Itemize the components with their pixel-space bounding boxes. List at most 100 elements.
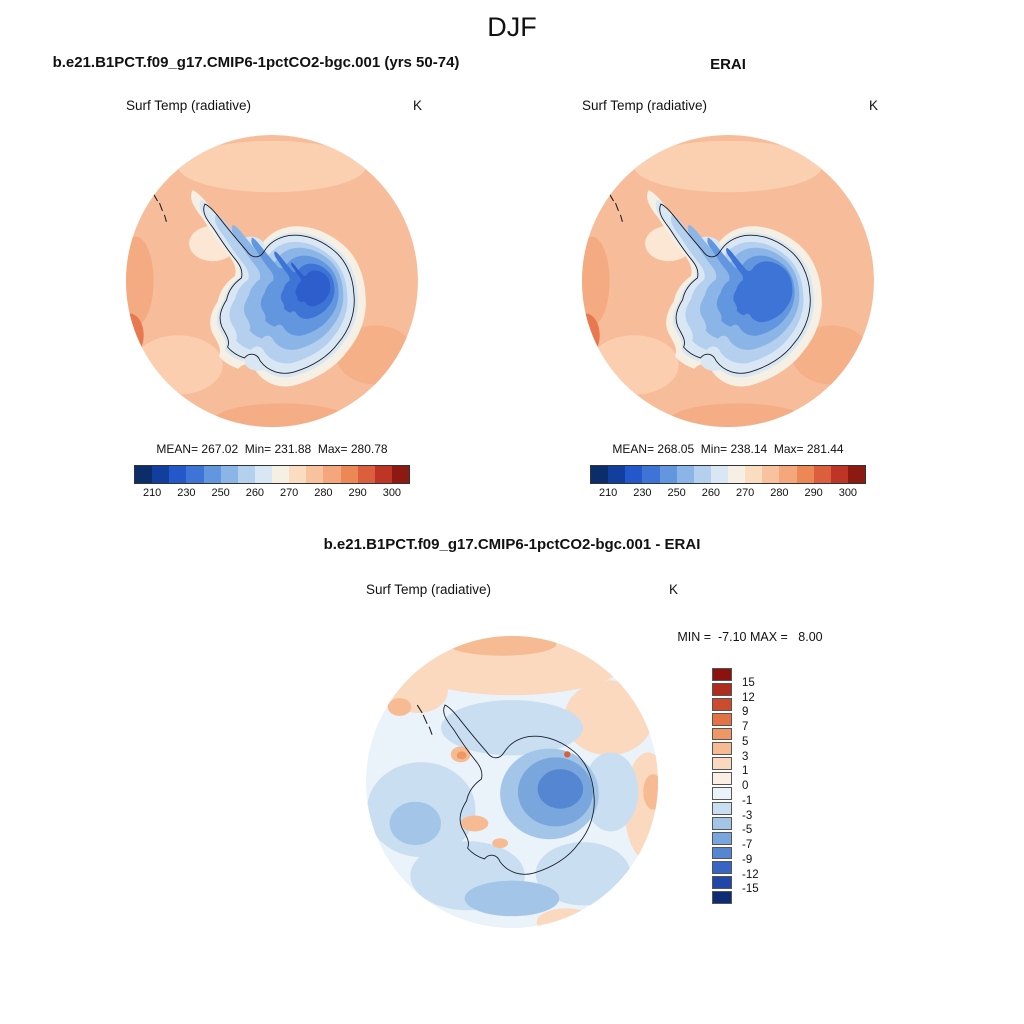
colorbar-tick-label: -7 <box>742 839 753 851</box>
colorbar-cell <box>323 466 341 483</box>
colorbar-tick-label: -3 <box>742 809 753 822</box>
model-temperature-colorbar-labels: 210 230 250 260 270 280 290 300 <box>135 487 409 501</box>
colorbar-cell <box>712 697 732 711</box>
colorbar-cell <box>712 712 732 726</box>
colorbar-tick-label: 5 <box>742 735 749 748</box>
colorbar-tick-label: -15 <box>742 883 759 896</box>
model-temperature-colorbar <box>134 465 410 484</box>
colorbar-cell <box>289 466 307 483</box>
colorbar-cell <box>608 466 626 483</box>
figure-season-title: DJF <box>487 12 537 42</box>
difference-field-row: Surf Temp (radiative) K <box>356 582 684 597</box>
colorbar-cell <box>830 466 848 483</box>
colorbar-cell <box>712 846 732 860</box>
colorbar-tick-label: 12 <box>742 691 755 704</box>
difference-colorbar-wrap: 15 12 9 7 5 3 1 0 -1 -3 -5 -7 -9 -12 -15 <box>712 668 792 904</box>
model-panel-title: b.e21.B1PCT.f09_g17.CMIP6-1pctCO2-bgc.00… <box>52 54 460 71</box>
erai-field-row: Surf Temp (radiative) K <box>572 98 884 113</box>
colorbar-cell <box>659 466 677 483</box>
model-field-row: Surf Temp (radiative) K <box>116 98 428 113</box>
colorbar-cell <box>186 466 204 483</box>
colorbar-tick-label: 230 <box>177 487 196 499</box>
erai-temperature-colorbar-labels: 210 230 250 260 270 280 290 300 <box>591 487 865 501</box>
erai-temperature-colorbar <box>590 465 866 484</box>
colorbar-cell <box>374 466 392 483</box>
difference-units-label: K <box>668 582 678 597</box>
colorbar-cell <box>642 466 660 483</box>
colorbar-cell <box>796 466 814 483</box>
colorbar-cell <box>712 891 732 904</box>
colorbar-cell <box>237 466 255 483</box>
antarctica-coastline <box>659 203 811 374</box>
colorbar-cell <box>254 466 272 483</box>
colorbar-tick-label: -9 <box>742 853 753 866</box>
colorbar-cell <box>712 876 732 890</box>
colorbar-cell <box>712 816 732 830</box>
antarctica-coastline <box>443 704 595 875</box>
difference-minmax: MIN = -7.10 MAX = 8.00 <box>677 630 823 644</box>
difference-panel-title: b.e21.B1PCT.f09_g17.CMIP6-1pctCO2-bgc.00… <box>323 536 701 553</box>
colorbar-cell <box>712 772 732 785</box>
colorbar-tick-label: -12 <box>742 868 759 881</box>
colorbar-cell <box>712 727 732 741</box>
colorbar-cell <box>220 466 238 483</box>
colorbar-tick-label: 290 <box>348 487 367 499</box>
colorbar-cell <box>591 466 609 483</box>
south-america-coast-mark <box>609 193 623 222</box>
model-map-graphics <box>125 134 419 428</box>
colorbar-cell <box>135 466 153 483</box>
colorbar-tick-label: 280 <box>770 487 789 499</box>
colorbar-tick-label: 230 <box>633 487 652 499</box>
colorbar-cell <box>391 466 409 483</box>
model-units-label: K <box>412 98 422 113</box>
erai-stats: MEAN= 268.05 Min= 238.14 Max= 281.44 <box>612 442 844 456</box>
erai-field-label: Surf Temp (radiative) <box>582 98 708 113</box>
colorbar-cell <box>712 787 732 800</box>
south-america-coast-mark <box>153 193 167 222</box>
colorbar-cell <box>712 682 732 696</box>
colorbar-cell <box>710 466 728 483</box>
colorbar-tick-label: -1 <box>742 794 753 807</box>
colorbar-tick-label: 7 <box>742 721 749 733</box>
colorbar-tick-label: 300 <box>382 487 402 499</box>
colorbar-cell <box>728 466 746 483</box>
erai-map <box>581 134 875 428</box>
difference-map <box>365 635 659 929</box>
colorbar-cell <box>340 466 358 483</box>
colorbar-tick-label: 9 <box>742 706 749 719</box>
south-america-coast-mark <box>416 704 433 735</box>
antarctica-coastline <box>203 203 355 374</box>
colorbar-cell <box>712 757 732 771</box>
colorbar-cell <box>712 742 732 756</box>
colorbar-cell <box>272 466 290 483</box>
colorbar-cell <box>169 466 187 483</box>
erai-panel-title: ERAI <box>710 56 746 73</box>
colorbar-cell <box>676 466 694 483</box>
colorbar-tick-label: 270 <box>735 487 755 499</box>
difference-colorbar <box>712 668 732 904</box>
colorbar-tick-label: 270 <box>279 487 299 499</box>
colorbar-tick-label: 1 <box>742 765 749 778</box>
colorbar-tick-label: 260 <box>701 487 721 499</box>
erai-units-label: K <box>868 98 878 113</box>
colorbar-cell <box>693 466 711 483</box>
model-panel: Surf Temp (radiative) K <box>116 98 428 501</box>
colorbar-cell <box>712 668 732 681</box>
colorbar-tick-label: 250 <box>211 487 230 499</box>
colorbar-cell <box>813 466 831 483</box>
model-stats: MEAN= 267.02 Min= 231.88 Max= 280.78 <box>156 442 388 456</box>
model-map <box>125 134 419 428</box>
colorbar-cell <box>712 861 732 875</box>
difference-map-graphics <box>365 635 659 929</box>
colorbar-cell <box>357 466 375 483</box>
colorbar-tick-label: 15 <box>742 676 755 689</box>
colorbar-tick-label: 250 <box>667 487 686 499</box>
difference-field-label: Surf Temp (radiative) <box>366 582 492 597</box>
colorbar-cell <box>203 466 221 483</box>
colorbar-tick-label: 0 <box>742 780 749 792</box>
colorbar-cell <box>847 466 865 483</box>
colorbar-cell <box>712 831 732 845</box>
colorbar-cell <box>779 466 797 483</box>
erai-panel: Surf Temp (radiative) K <box>572 98 884 501</box>
